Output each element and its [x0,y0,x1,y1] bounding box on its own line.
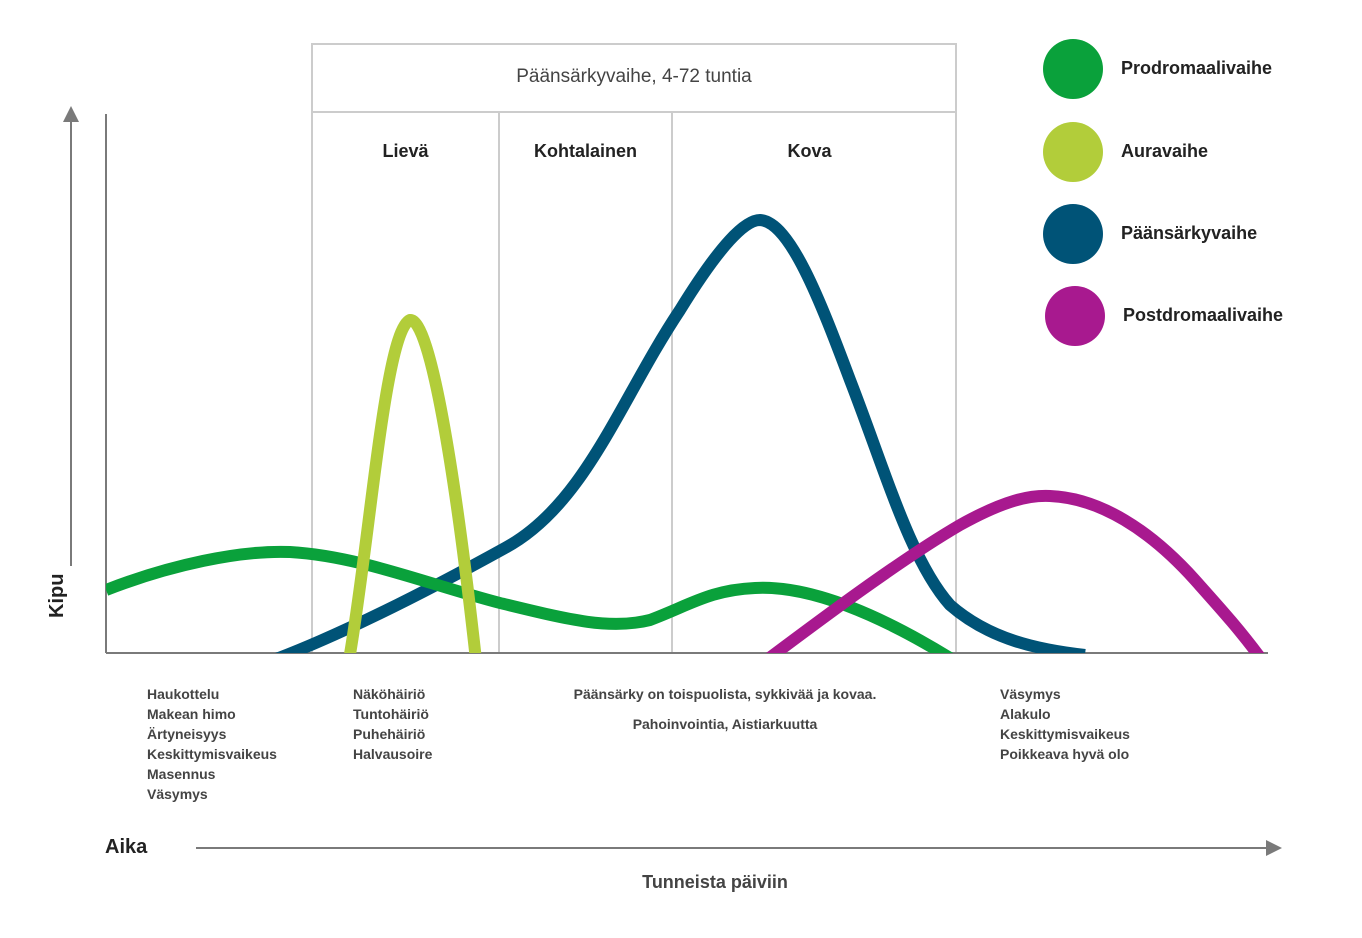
symptom-item: Ärtyneisyys [147,726,227,742]
symptom-item: Haukottelu [147,686,220,702]
legend-label-headache: Päänsärkyvaihe [1121,223,1258,243]
legend-dot-headache [1043,204,1103,264]
prodrome-phase-curve [106,545,954,653]
severity-moderate: Kohtalainen [533,141,637,161]
symptom-item: Puhehäiriö [353,726,426,742]
symptom-item: Pahoinvointia, Aistiarkuutta [632,716,818,732]
headache-symptoms: Päänsärky on toispuolista, sykkivää ja k… [525,684,925,734]
symptom-item: Keskittymisvaikeus [1000,726,1130,742]
symptom-item: Väsymys [147,786,208,802]
symptom-item: Halvausoire [353,746,433,762]
phase-box-outline [311,43,957,654]
symptom-item: Alakulo [1000,706,1051,722]
aura-phase-curve [344,314,482,653]
headache-phase-box [311,43,957,654]
severity-severe: Kova [787,141,832,161]
symptom-item: Päänsärky on toispuolista, sykkivää ja k… [573,686,877,702]
symptom-item: Väsymys [1000,686,1061,702]
legend-dot-prodrome [1043,39,1103,99]
aura-symptoms: Näköhäiriö Tuntohäiriö Puhehäiriö Halvau… [353,684,432,764]
headache-phase-curve [275,214,1086,653]
y-axis-label: Kipu [46,573,68,618]
legend-label-postdrome: Postdromaalivaihe [1123,305,1284,325]
x-axis-caption: Tunneista päiviin [642,872,788,892]
pain-arrow-head [63,106,79,122]
symptom-item: Tuntohäiriö [353,706,429,722]
x-axis-label: Aika [105,836,148,858]
phase-title: Päänsärkyvaihe, 4-72 tuntia [516,66,752,87]
legend-dot-postdrome [1045,286,1105,346]
severity-mild: Lievä [382,141,429,161]
symptom-item: Masennus [147,766,216,782]
legend-label-aura: Auravaihe [1121,141,1209,161]
legend-label-prodrome: Prodromaalivaihe [1121,58,1273,78]
postdrome-symptoms: Väsymys Alakulo Keskittymisvaikeus Poikk… [1000,684,1130,764]
symptom-item: Näköhäiriö [353,686,426,702]
symptom-item: Makean himo [147,706,236,722]
symptom-item: Keskittymisvaikeus [147,746,277,762]
legend-dot-aura [1043,122,1103,182]
postdrome-phase-curve [766,489,1265,653]
prodrome-symptoms: Haukottelu Makean himo Ärtyneisyys Keski… [147,684,277,804]
symptom-item: Poikkeava hyvä olo [1000,746,1130,762]
time-arrow-head [1266,840,1282,856]
